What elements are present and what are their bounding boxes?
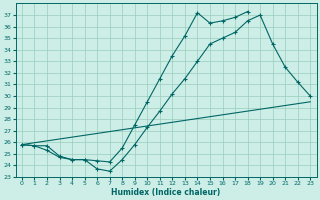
X-axis label: Humidex (Indice chaleur): Humidex (Indice chaleur) <box>111 188 221 197</box>
